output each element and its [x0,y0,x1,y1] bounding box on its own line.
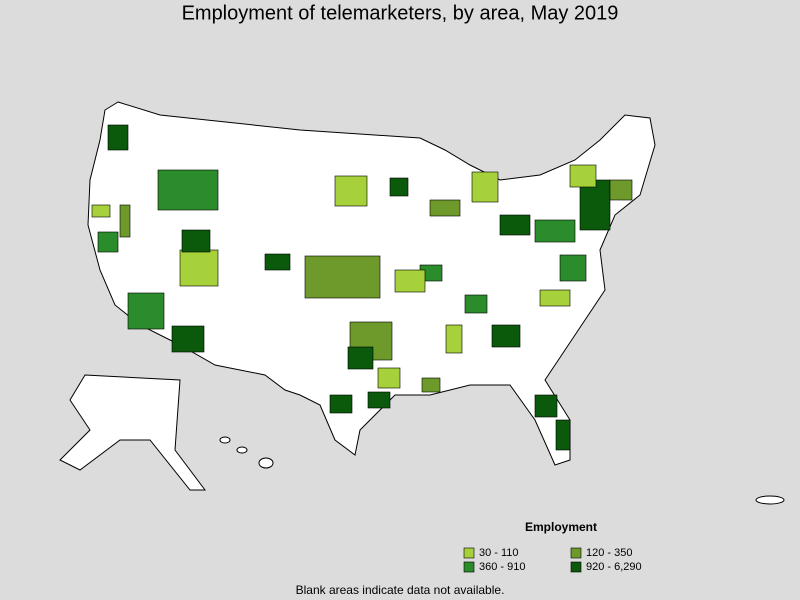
area [347,346,374,370]
area [334,175,368,207]
area [329,394,353,414]
legend-label: 920 - 6,290 [586,561,642,573]
legend-swatch [570,561,582,573]
area [499,214,531,236]
area [107,124,129,151]
area [464,294,488,314]
area [445,324,463,354]
legend-title: Employment [525,520,597,534]
area [609,179,633,201]
area [97,231,119,253]
area [539,289,571,307]
area [181,229,211,253]
area [377,367,401,389]
area [127,292,165,330]
legend-swatch [570,547,582,559]
area [471,171,499,203]
legend-label: 30 - 110 [479,547,519,559]
map-title: Employment of telemarketers, by area, Ma… [182,2,619,24]
area [559,254,587,282]
area [91,204,111,218]
map [59,101,785,505]
area [421,377,441,393]
area [491,324,521,348]
area [171,325,205,353]
hawaii [258,457,274,469]
area [534,219,576,243]
area [555,419,571,451]
alaska [59,374,206,491]
legend-swatch [463,547,475,559]
area [394,269,426,293]
area [179,249,219,287]
hawaii [219,436,231,444]
area [367,391,391,409]
legend-label: 120 - 350 [586,547,632,559]
area [119,204,131,238]
legend: Employment 30 - 110 120 - 350 360 - 910 920… [463,520,642,573]
area [569,164,597,188]
area [579,179,611,231]
area [304,255,381,299]
area [157,169,219,211]
hawaii [236,446,248,454]
puerto-rico [755,495,785,505]
legend-label: 360 - 910 [479,561,525,573]
area [429,199,461,217]
area [389,177,409,197]
area [264,253,291,271]
footnote: Blank areas indicate data not available. [296,583,505,597]
area [534,394,558,418]
legend-swatch [463,561,475,573]
legend-items: 30 - 110 120 - 350 360 - 910 920 - 6,290 [463,547,642,573]
